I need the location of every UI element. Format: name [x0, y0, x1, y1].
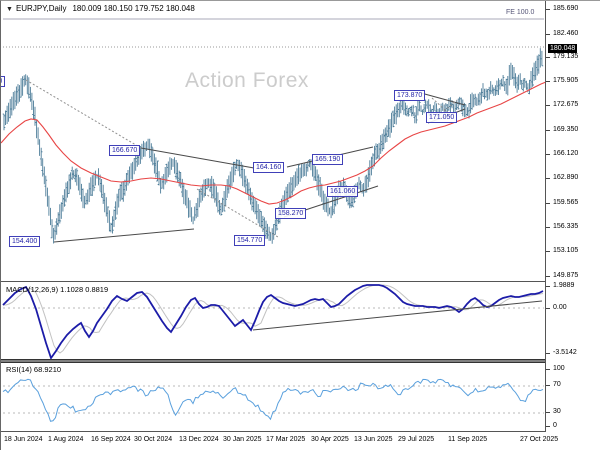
rsi-line: [2, 378, 544, 422]
axis-tick-mark: [546, 286, 550, 287]
axis-tick-label: 156.335: [553, 223, 579, 230]
current-price-tag: 180.048: [548, 44, 578, 53]
axis-tick-mark: [546, 353, 550, 354]
date-label: 16 Sep 2024: [91, 436, 131, 443]
trendline-4[interactable]: [196, 188, 279, 238]
price-bars: [2, 48, 544, 244]
axis-tick-mark: [546, 105, 550, 106]
price-level-label-165-190: 165.190: [312, 154, 344, 165]
axis-tick-mark: [546, 251, 550, 252]
axis-tick-mark: [546, 9, 550, 10]
date-label: 1 Aug 2024: [48, 436, 84, 443]
axis-tick-label: 153.105: [553, 247, 579, 254]
symbol-bar: ▼ EURJPY,Daily 180.009 180.150 179.752 180…: [6, 4, 195, 13]
axis-tick-label: 166.120: [553, 150, 579, 157]
axis-tick-label: 100: [553, 365, 565, 372]
date-label: 29 Jul 2025: [398, 436, 435, 443]
ohlc-quotes: 180.009 180.150 179.752 180.048: [72, 4, 195, 13]
price-level-label-171-050: 171.050: [426, 112, 458, 123]
date-label: 30 Jan 2025: [223, 436, 262, 443]
axis-tick-label: 162.890: [553, 174, 579, 181]
axis-tick-label: 1.9889: [553, 282, 575, 289]
axis-tick-mark: [546, 426, 550, 427]
fib-extension-label: FE 100.0: [506, 9, 535, 16]
date-label: 11 Sep 2025: [448, 436, 488, 443]
macd-header: MACD(12,26,9) 1.1028 0.8819: [6, 285, 109, 294]
time-axis[interactable]: 18 Jun 2024 1 Aug 2024 16 Sep 2024 30 Oct 2…: [1, 432, 600, 450]
axis-tick-mark: [546, 178, 550, 179]
symbol-title: EURJPY,Daily: [15, 4, 67, 13]
axis-tick-label: 169.350: [553, 126, 579, 133]
axis-tick-label: 172.675: [553, 101, 579, 108]
axis-tick-label: 175.905: [553, 77, 579, 84]
axis-tick-label: -3.5142: [553, 349, 577, 356]
price-level-label-154-400: 154.400: [9, 236, 41, 247]
axis-tick-mark: [546, 154, 550, 155]
date-label: 30 Oct 2024: [134, 436, 173, 443]
trendline-7[interactable]: [420, 92, 466, 106]
axis-tick-label: 70: [553, 381, 561, 388]
date-label: 18 Jun 2024: [4, 436, 43, 443]
axis-tick-mark: [546, 34, 550, 35]
date-label: 13 Dec 2024: [179, 436, 219, 443]
axis-tick-mark: [546, 227, 550, 228]
rsi-header: RSI(14) 68.9210: [6, 365, 62, 374]
trendline-2[interactable]: [140, 147, 255, 169]
axis-tick-label: 30: [553, 408, 561, 415]
axis-tick-label: 185.690: [553, 5, 579, 12]
axis-tick-label: 149.875: [553, 272, 579, 279]
axis-tick-mark: [546, 130, 550, 131]
price-level-label-154-770: 154.770: [234, 235, 266, 246]
trendline-1[interactable]: [25, 79, 142, 149]
axis-tick-mark: [546, 203, 550, 204]
axis-tick-label: 182.460: [553, 30, 579, 37]
date-label: 30 Apr 2025: [311, 436, 349, 443]
date-label: 17 Mar 2025: [266, 436, 306, 443]
axis-tick-label: 0.00: [553, 304, 567, 311]
date-label: 27 Oct 2025: [520, 436, 559, 443]
axis-tick-label: 0: [553, 422, 557, 429]
watermark: Action Forex: [185, 69, 309, 92]
date-label: 13 Jun 2025: [354, 436, 393, 443]
macd-main-line: [2, 284, 544, 360]
macd-signal-line: [3, 284, 544, 354]
main-macd-divider[interactable]: [1, 281, 545, 282]
price-level-label-175-410: 175.410: [1, 76, 6, 87]
price-axis[interactable]: 180.048 185.690 182.460 179.135 175.905 172.…: [545, 1, 600, 432]
collapse-chevron-icon[interactable]: ▼: [6, 6, 13, 13]
trendline-3[interactable]: [53, 228, 195, 243]
price-level-label-158-270: 158.270: [275, 208, 307, 219]
moving-average-line: [1, 79, 552, 205]
rsi-timeaxis-divider: [1, 431, 545, 432]
price-level-label-164-160: 164.160: [253, 162, 285, 173]
axis-tick-mark: [546, 369, 550, 370]
price-level-label-161-060: 161.060: [327, 186, 359, 197]
axis-tick-mark: [546, 276, 550, 277]
macd-trendline[interactable]: [252, 300, 543, 331]
axis-tick-mark: [546, 385, 550, 386]
axis-tick-mark: [546, 57, 550, 58]
axis-tick-label: 179.135: [553, 53, 579, 60]
axis-tick-mark: [546, 308, 550, 309]
axis-tick-mark: [546, 81, 550, 82]
price-level-label-173-870: 173.870: [394, 90, 426, 101]
axis-tick-mark: [546, 412, 550, 413]
axis-tick-label: 159.565: [553, 199, 579, 206]
macd-rsi-divider[interactable]: [1, 359, 545, 363]
price-level-label-166-670: 166.670: [109, 145, 141, 156]
